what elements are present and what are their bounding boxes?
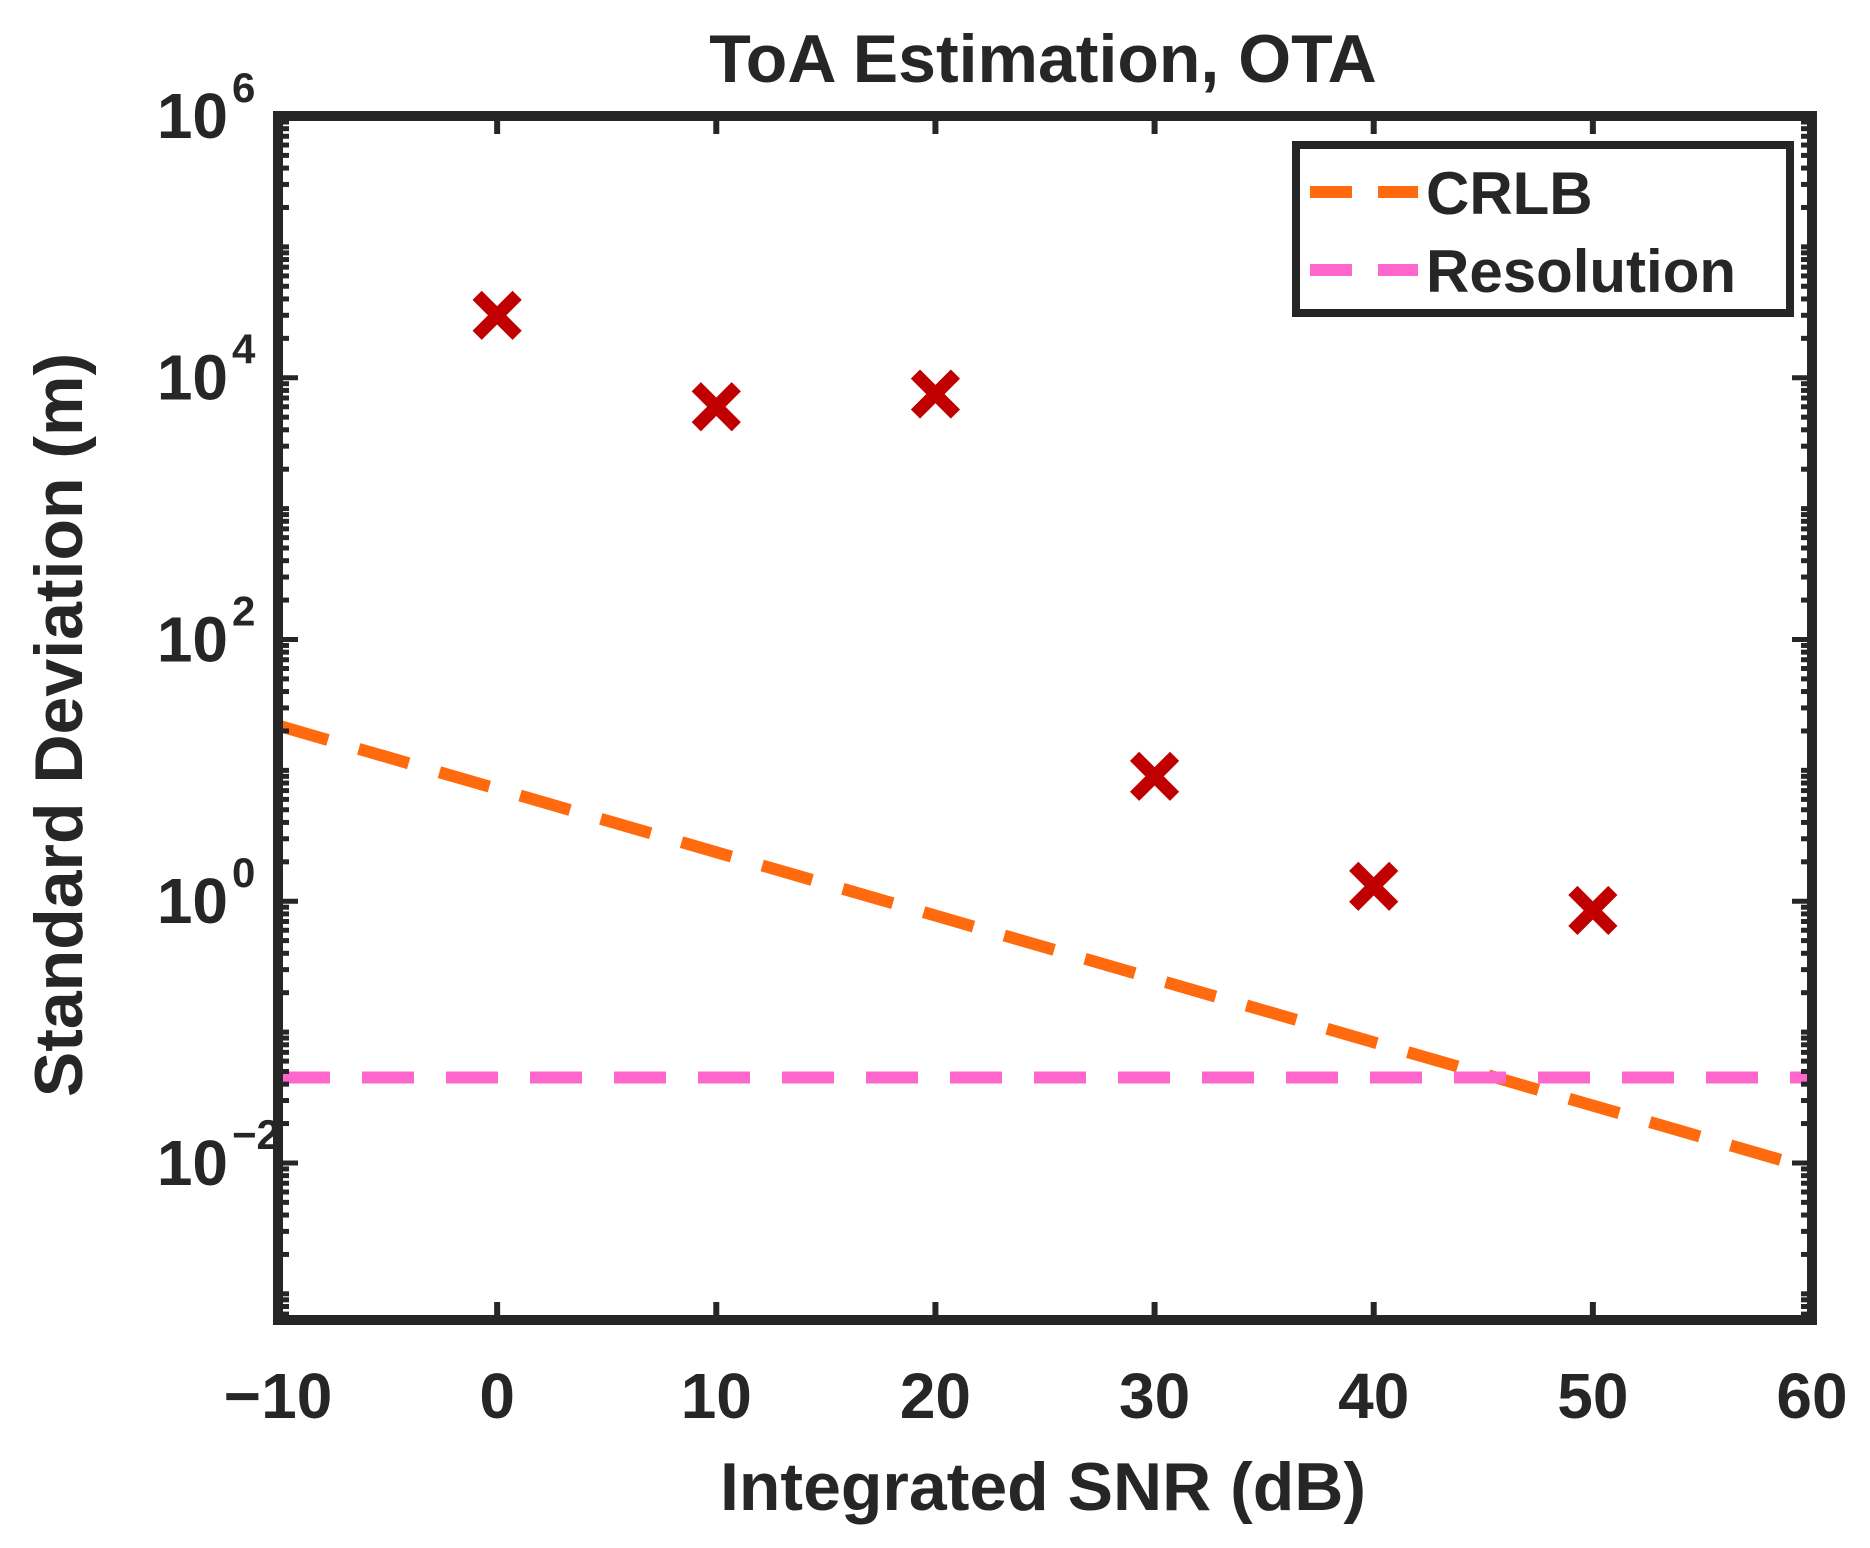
y-tick-exponent: −2 [232, 1111, 280, 1158]
x-tick-label: 0 [479, 1360, 515, 1432]
plot-area [273, 111, 1817, 1325]
tick-layer [275, 116, 1815, 1320]
x-tick-label: 20 [900, 1360, 971, 1432]
y-tick-label: 10 0 [157, 849, 256, 937]
legend: CRLB Resolution [1292, 141, 1794, 317]
y-tick-label: 10 4 [157, 326, 256, 414]
y-tick-label: 10 6 [157, 64, 256, 152]
y-tick-base: 10 [157, 603, 228, 675]
legend-label: Resolution [1426, 238, 1736, 305]
series-layer [278, 719, 1812, 1175]
y-tick-exponent: 6 [232, 64, 255, 111]
x-tick-label: 10 [681, 1360, 752, 1432]
y-tick-base: 10 [157, 865, 228, 937]
y-tick-label: 10 −2 [157, 1111, 280, 1199]
x-tick-label: 60 [1776, 1360, 1847, 1432]
data-marker [1129, 751, 1180, 801]
y-tick-base: 10 [157, 80, 228, 152]
y-axis-label: Standard Deviation (m) [21, 353, 97, 1097]
series-line-crlb [278, 719, 1812, 1175]
x-tick-label: 30 [1119, 1360, 1190, 1432]
y-tick-label: 10 2 [157, 587, 256, 675]
legend-item-crlb: CRLB [1310, 160, 1593, 227]
chart-title: ToA Estimation, OTA [709, 21, 1376, 97]
data-marker [1568, 885, 1618, 936]
data-marker [1349, 861, 1399, 911]
marker-layer [472, 290, 1618, 936]
y-tick-exponent: 2 [232, 587, 255, 634]
y-tick-exponent: 0 [232, 849, 255, 896]
data-marker [472, 290, 522, 340]
legend-item-resolution: Resolution [1310, 238, 1736, 305]
y-tick-base: 10 [157, 1127, 228, 1199]
x-axis-label: Integrated SNR (dB) [720, 1449, 1366, 1525]
data-marker [910, 369, 961, 419]
x-tick-labels: −10 0 10 20 30 40 50 60 [224, 1360, 1848, 1432]
legend-label: CRLB [1426, 160, 1593, 227]
y-tick-exponent: 4 [232, 326, 256, 373]
data-marker [691, 382, 741, 432]
axes-frame [273, 111, 1817, 1325]
x-tick-label: 50 [1557, 1360, 1628, 1432]
legend-box [1292, 141, 1794, 317]
x-tick-label: −10 [224, 1360, 333, 1432]
y-tick-base: 10 [157, 342, 228, 414]
x-tick-label: 40 [1338, 1360, 1409, 1432]
